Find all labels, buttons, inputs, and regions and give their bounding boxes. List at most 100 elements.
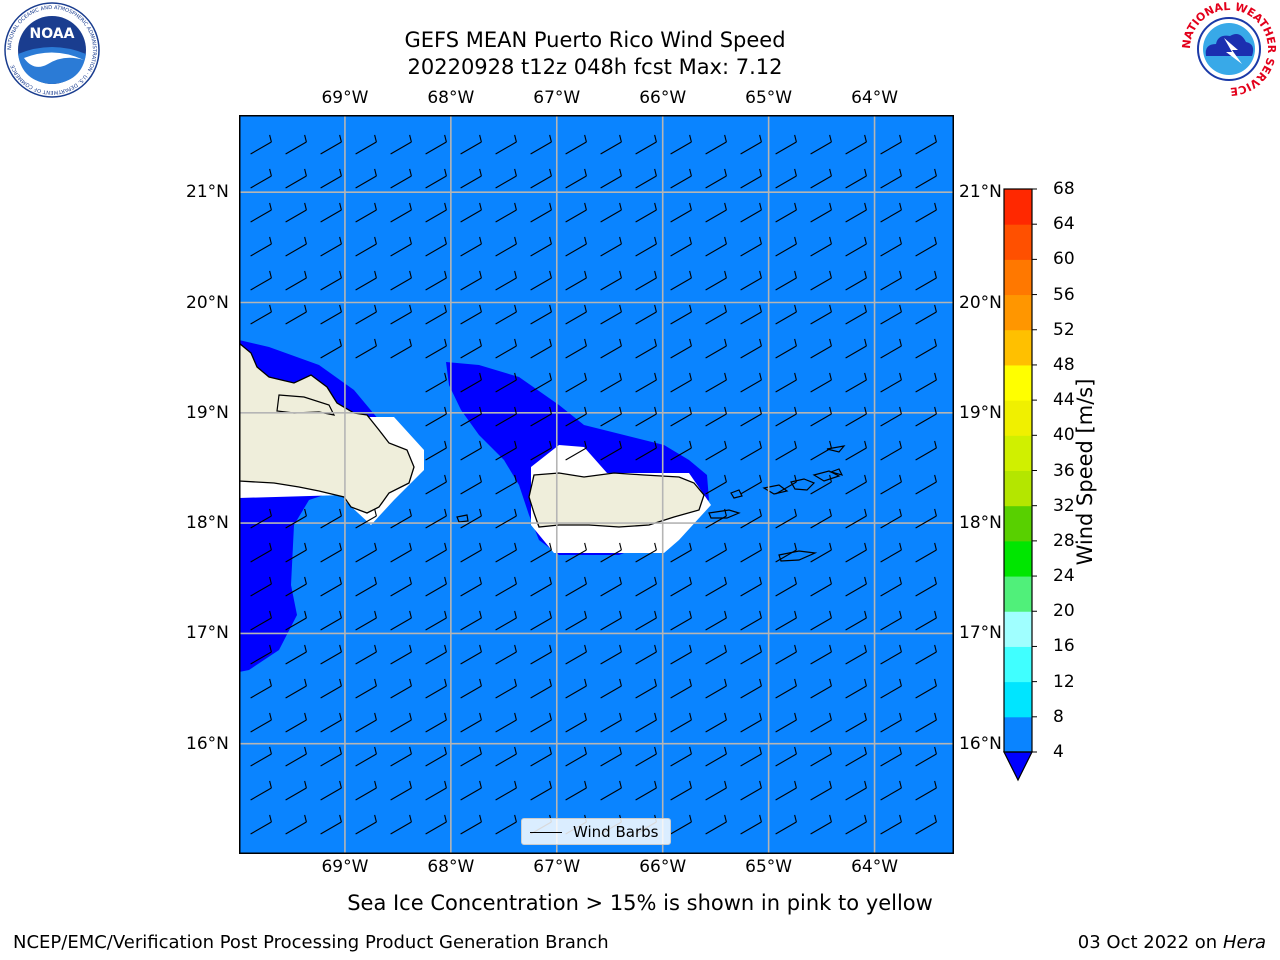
wind-barb (740, 678, 762, 699)
wind-barb (460, 542, 482, 563)
wind-barb (915, 542, 937, 563)
wind-barb (880, 474, 902, 495)
wind-barb (530, 440, 552, 461)
wind-barb (705, 712, 727, 733)
wind-barb (355, 236, 377, 257)
lon-tick-label-bottom: 65°W (745, 857, 793, 877)
wind-barb (635, 712, 657, 733)
wind-barb (845, 610, 867, 631)
wind-barb (250, 712, 272, 733)
wind-barb (530, 644, 552, 665)
puerto-rico-land (528, 472, 705, 528)
wind-barb (845, 814, 867, 835)
wind-barb (355, 814, 377, 835)
wind-barb (425, 202, 447, 223)
wind-barb (880, 406, 902, 427)
wind-barb (250, 610, 272, 631)
wind-barb (810, 168, 832, 189)
wind-barb (565, 440, 587, 461)
wind-barb (460, 372, 482, 393)
wind-barb (600, 440, 622, 461)
colorbar-tick-label: 64 (1053, 214, 1075, 235)
wind-barb (635, 270, 657, 291)
wind-barb (670, 644, 692, 665)
wind-barb (810, 576, 832, 597)
wind-barb (285, 814, 307, 835)
lat-tick-label-right: 16°N (959, 733, 1002, 754)
wind-barb (705, 236, 727, 257)
wind-barb (600, 542, 622, 563)
wind-barb (355, 168, 377, 189)
wind-barb (600, 270, 622, 291)
wind-barb (810, 508, 832, 529)
legend-label: Wind Barbs (573, 823, 659, 841)
wind-barb (670, 406, 692, 427)
wind-barb (775, 780, 797, 801)
wind-barb (425, 542, 447, 563)
wind-barb (635, 610, 657, 631)
wind-barb (775, 814, 797, 835)
wind-barb (810, 474, 832, 495)
wind-barb (705, 474, 727, 495)
wind-barb (390, 780, 412, 801)
wind-barb (915, 406, 937, 427)
colorbar-tick-label: 40 (1053, 425, 1075, 446)
wind-barb (810, 372, 832, 393)
wind-barb (495, 372, 517, 393)
wind-barb (390, 542, 412, 563)
wind-barb (250, 168, 272, 189)
wind-barb (495, 168, 517, 189)
colorbar-tick-label: 32 (1053, 495, 1075, 516)
colorbar-segment (1004, 611, 1032, 647)
wind-barb (740, 508, 762, 529)
wind-barb (740, 746, 762, 767)
wind-barb (320, 542, 342, 563)
wind-barb (670, 236, 692, 257)
wind-speed-map (239, 115, 954, 854)
wind-barb (740, 202, 762, 223)
wind-barb (495, 236, 517, 257)
wind-barb (845, 372, 867, 393)
lon-tick-label-top: 66°W (639, 88, 687, 108)
lat-tick-label-right: 17°N (959, 623, 1002, 644)
mona-island (456, 514, 469, 523)
wind-barb (495, 576, 517, 597)
colorbar-tick-label: 28 (1053, 530, 1075, 551)
wind-barb (250, 236, 272, 257)
wind-barb (915, 678, 937, 699)
anegada-island (829, 468, 844, 476)
wind-barb (810, 304, 832, 325)
wind-barb (810, 542, 832, 563)
wind-barb (250, 202, 272, 223)
wind-barb (775, 134, 797, 155)
wind-barb (530, 406, 552, 427)
wind-barb (495, 780, 517, 801)
colorbar-tick-label: 68 (1053, 179, 1075, 199)
wind-barb (705, 610, 727, 631)
wind-barb (495, 508, 517, 529)
footer-date-text: 03 Oct 2022 on (1077, 932, 1223, 953)
colorbar-segment (1004, 400, 1032, 436)
wind-barb (495, 610, 517, 631)
wind-barb (425, 474, 447, 495)
wind-barb (845, 406, 867, 427)
wind-barb (670, 746, 692, 767)
nws-logo: NATIONAL WEATHER SERVICE (1180, 0, 1278, 98)
wind-barb (250, 542, 272, 563)
wind-barb (320, 338, 342, 359)
wind-barb (740, 134, 762, 155)
map-title: GEFS MEAN Puerto Rico Wind Speed (404, 28, 786, 52)
wind-barb (565, 406, 587, 427)
wind-barb (880, 508, 902, 529)
wind-barb (530, 576, 552, 597)
wind-barb (740, 304, 762, 325)
wind-barb (845, 576, 867, 597)
wind-barb (845, 474, 867, 495)
wind-barb (810, 746, 832, 767)
wind-barb (635, 304, 657, 325)
wind-barb (810, 270, 832, 291)
wind-barb (705, 814, 727, 835)
wind-speed-colorbar (1003, 188, 1037, 782)
wind-barb (880, 678, 902, 699)
wind-barb (460, 202, 482, 223)
